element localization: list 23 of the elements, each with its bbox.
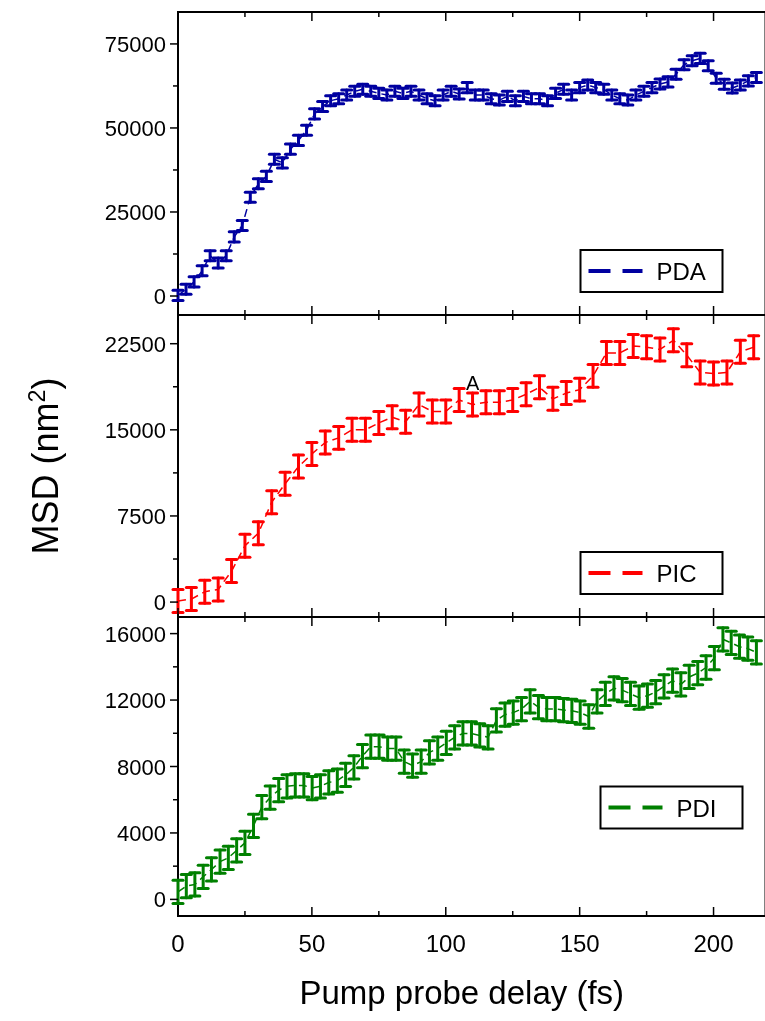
y-tick-label: 15000 (104, 417, 166, 443)
x-axis-title: Pump probe delay (fs) (299, 974, 625, 1011)
legend-label: PDI (676, 794, 717, 822)
y-tick-label: 4000 (117, 820, 166, 846)
legend-label: PIC (656, 560, 697, 587)
x-tick-label: 200 (693, 930, 734, 957)
y-tick-label: 12000 (104, 688, 166, 714)
annotation: A (465, 371, 480, 394)
y-tick-label: 7500 (117, 503, 166, 529)
y-tick-label: 25000 (104, 199, 166, 225)
y-tick-label: 22500 (104, 331, 166, 357)
y-tick-label: 8000 (117, 754, 166, 780)
y-tick-label: 16000 (104, 621, 166, 647)
y-tick-label: 0 (153, 887, 166, 913)
y-tick-label: 0 (153, 590, 166, 616)
legend-label: PDA (656, 258, 706, 285)
x-tick-label: 150 (559, 930, 600, 957)
x-tick-label: 50 (298, 930, 326, 957)
y-tick-label: 50000 (104, 115, 166, 141)
x-tick-label: 100 (425, 930, 466, 957)
x-tick-label: 0 (171, 930, 185, 957)
y-tick-label: 0 (153, 284, 166, 310)
y-tick-label: 75000 (104, 31, 166, 57)
